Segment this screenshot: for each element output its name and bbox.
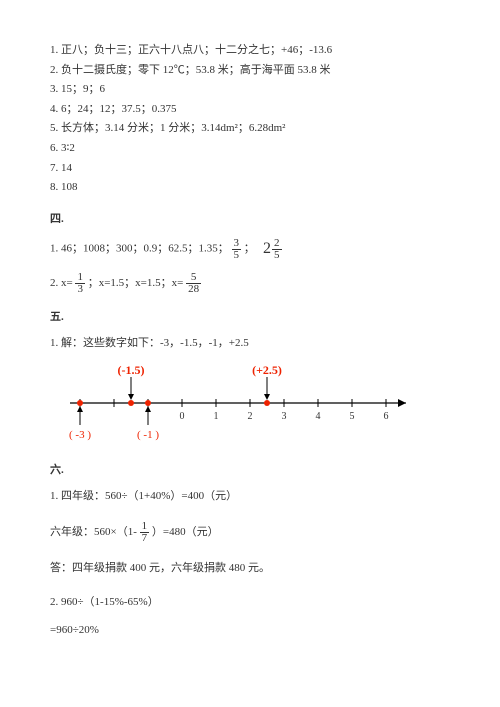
sec4-row1-a: 1. 46；1008；300；0.9；62.5；1.35； (50, 243, 229, 255)
svg-text:( -1 ): ( -1 ) (137, 429, 159, 441)
sec6-answer: 答：四年级捐款 400 元，六年级捐款 480 元。 (50, 560, 450, 578)
denominator: 5 (232, 250, 242, 261)
line-2: 2. 负十二摄氏度；零下 12℃；53.8 米；高于海平面 53.8 米 (50, 62, 450, 80)
sec4-row2-b: ；x=1.5；x=1.5；x= (88, 277, 184, 289)
sec6-l1: 1. 四年级：560÷（1+40%）=400（元） (50, 488, 450, 506)
section-6-head: 六. (50, 462, 450, 480)
fraction-1-3: 1 3 (75, 272, 85, 295)
sec6-l4: =960÷20% (50, 622, 450, 640)
sec4-row2: 2. x= 1 3 ；x=1.5；x=1.5；x= 5 28 (50, 272, 450, 295)
fraction-1-7: 1 7 (140, 521, 150, 544)
numerator: 3 (232, 238, 242, 250)
line-6: 6. 3∶2 (50, 140, 450, 158)
sec6-l2-b: ）=480（元） (152, 526, 219, 538)
svg-text:5: 5 (350, 411, 355, 422)
sec4-row1: 1. 46；1008；300；0.9；62.5；1.35； 3 5 ； 2 2 … (50, 236, 450, 262)
denominator: 28 (186, 284, 201, 295)
section-5-head: 五. (50, 309, 450, 327)
svg-text:(+2.5): (+2.5) (252, 363, 282, 377)
svg-text:3: 3 (282, 411, 287, 422)
numerator: 2 (272, 238, 282, 250)
svg-text:( -3 ): ( -3 ) (69, 429, 91, 441)
sep: ； (244, 243, 255, 255)
denominator: 3 (75, 284, 85, 295)
number-line: 0 1 2 3 4 5 6 (-1.5) (+2.5) ( -3 ) ( -1 ) (50, 358, 450, 448)
mixed-2-2-5: 2 2 5 (263, 236, 282, 262)
svg-text:1: 1 (214, 411, 219, 422)
denominator: 7 (140, 533, 150, 544)
fraction-3-5: 3 5 (232, 238, 242, 261)
sec6-l2-a: 六年级：560×（1- (50, 526, 137, 538)
sec5-line: 1. 解：这些数字如下：-3，-1.5，-1，+2.5 (50, 335, 450, 353)
svg-text:(-1.5): (-1.5) (118, 363, 145, 377)
svg-text:0: 0 (180, 411, 185, 422)
sec6-l2: 六年级：560×（1- 1 7 ）=480（元） (50, 521, 450, 544)
svg-text:6: 6 (384, 411, 389, 422)
line-5: 5. 长方体；3.14 分米；1 分米；3.14dm²；6.28dm² (50, 120, 450, 138)
svg-text:2: 2 (248, 411, 253, 422)
line-3: 3. 15；9；6 (50, 81, 450, 99)
line-7: 7. 14 (50, 160, 450, 178)
fraction-5-28: 5 28 (186, 272, 201, 295)
svg-text:4: 4 (316, 411, 321, 422)
line-1: 1. 正八；负十三；正六十八点八；十二分之七；+46；-13.6 (50, 42, 450, 60)
sec4-row2-a: 2. x= (50, 277, 73, 289)
line-8: 8. 108 (50, 179, 450, 197)
sec6-l3: 2. 960÷（1-15%-65%） (50, 594, 450, 612)
section-4-head: 四. (50, 211, 450, 229)
whole: 2 (263, 236, 271, 262)
denominator: 5 (272, 250, 282, 261)
line-4: 4. 6；24；12；37.5；0.375 (50, 101, 450, 119)
